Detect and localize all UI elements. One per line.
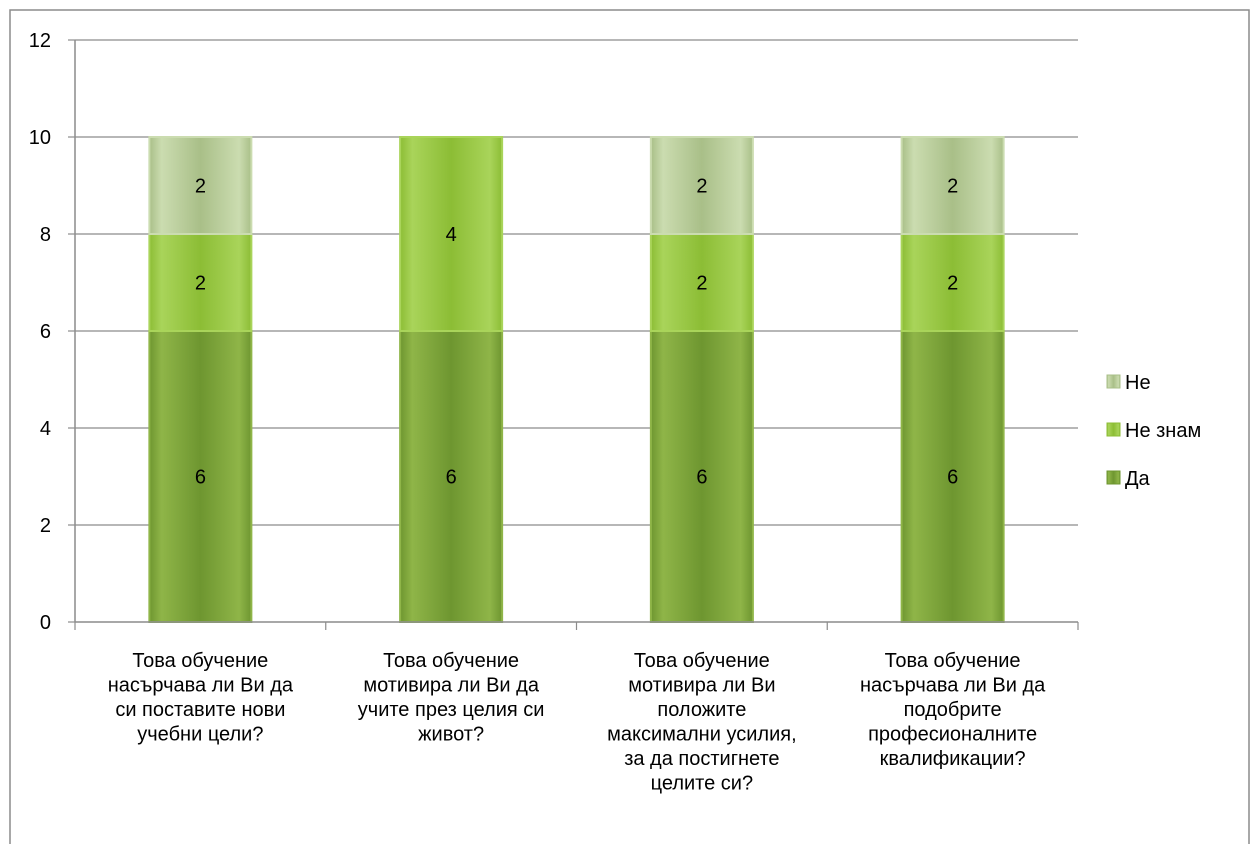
data-label: 6 <box>195 467 206 489</box>
legend-swatch <box>1106 374 1121 389</box>
bar-segment <box>399 330 504 623</box>
y-tick-label: 10 <box>29 127 51 149</box>
y-tick-label: 8 <box>40 224 51 246</box>
y-tick-label: 4 <box>40 418 51 440</box>
bar-segment <box>148 136 253 235</box>
data-label: 6 <box>947 467 958 489</box>
data-label: 2 <box>696 176 707 198</box>
x-category-label: Това обучение насърчава ли Ви да подобрите… <box>860 650 1046 770</box>
bar-segment <box>649 233 754 332</box>
x-category-label: Това обучение мотивира ли Ви положите макси… <box>607 650 797 795</box>
data-label: 6 <box>446 467 457 489</box>
data-label: 2 <box>195 176 206 198</box>
bar-segment <box>399 136 504 332</box>
data-label: 2 <box>947 273 958 295</box>
bar-segment <box>900 136 1005 235</box>
legend-swatch <box>1106 470 1121 485</box>
data-label: 4 <box>446 224 457 246</box>
y-tick-label: 0 <box>40 612 51 634</box>
data-label: 2 <box>696 273 707 295</box>
data-label: 2 <box>195 273 206 295</box>
chart-area-border <box>9 9 1250 844</box>
data-label: 6 <box>696 467 707 489</box>
legend-label: Не <box>1125 372 1151 394</box>
bar-segment <box>649 136 754 235</box>
y-tick-label: 12 <box>29 30 51 52</box>
x-category-label: Това обучение насърчава ли Ви да си постав… <box>108 650 294 746</box>
y-tick-label: 6 <box>40 321 51 343</box>
bar-segment <box>148 233 253 332</box>
x-category-label: Това обучение мотивира ли Ви да учите през… <box>358 650 545 746</box>
legend-label: Не знам <box>1125 420 1201 442</box>
y-tick-label: 2 <box>40 515 51 537</box>
data-label: 2 <box>947 176 958 198</box>
legend-label: Да <box>1125 468 1151 490</box>
bar-segment <box>649 330 754 623</box>
bar-segment <box>900 233 1005 332</box>
legend-swatch <box>1106 422 1121 437</box>
